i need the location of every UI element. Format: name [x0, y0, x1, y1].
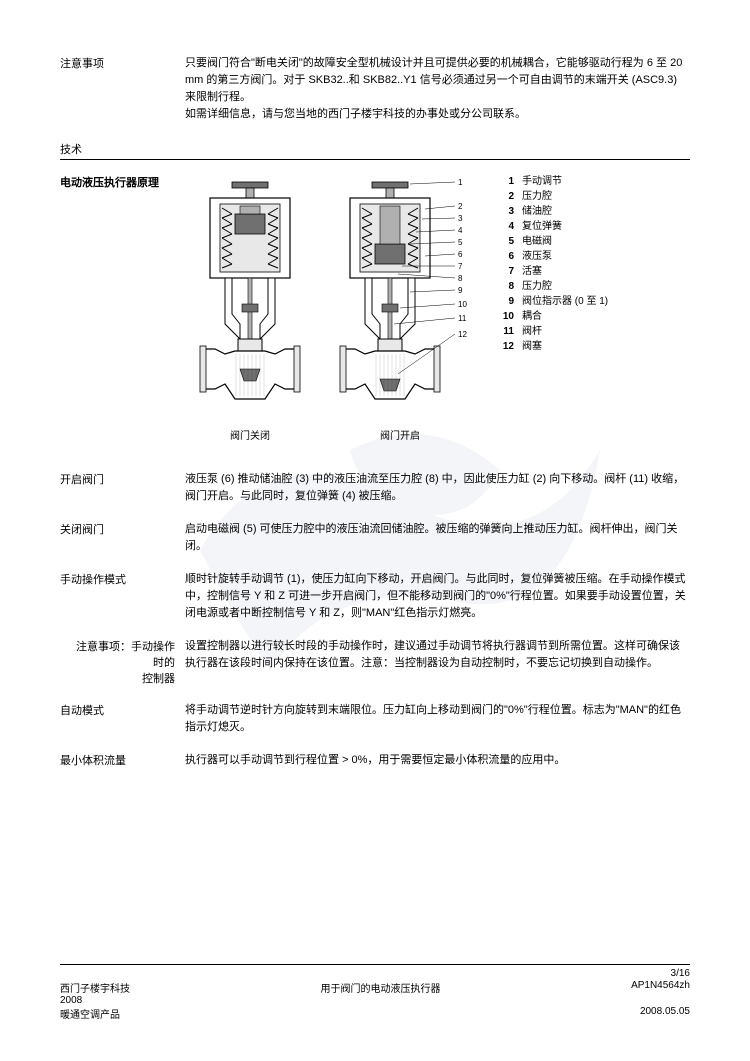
footer-right2: 2008.05.05 [640, 1006, 690, 1021]
section-row: 最小体积流量执行器可以手动调节到行程位置 > 0%，用于需要恒定最小体积流量的应… [60, 752, 690, 769]
open-caption: 阀门开启 [325, 429, 475, 445]
svg-text:3: 3 [458, 214, 463, 223]
section-label: 自动模式 [60, 702, 185, 736]
legend-list: 1手动调节2压力腔3储油腔4复位弹簧5电磁阀6液压泵7活塞8压力腔9阀位指示器 … [500, 174, 608, 354]
section-label: 注意事项：手动操作时的控制器 [60, 638, 185, 686]
section-text: 液压泵 (6) 推动储油腔 (3) 中的液压油流至压力腔 (8) 中，因此使压力… [185, 471, 690, 505]
closed-caption: 阀门关闭 [185, 429, 315, 445]
section-row: 开启阀门液压泵 (6) 推动储油腔 (3) 中的液压油流至压力腔 (8) 中，因… [60, 471, 690, 505]
section-label: 手动操作模式 [60, 571, 185, 622]
svg-text:7: 7 [458, 262, 463, 271]
svg-text:9: 9 [458, 286, 463, 295]
section-label: 关闭阀门 [60, 521, 185, 555]
tech-header: 技术 [60, 141, 690, 160]
section-text: 将手动调节逆时针方向旋转到末端限位。压力缸向上移动到阀门的"0%"行程位置。标志… [185, 702, 690, 736]
legend-item: 3储油腔 [500, 204, 608, 219]
svg-text:6: 6 [458, 250, 463, 259]
legend-item: 8压力腔 [500, 279, 608, 294]
svg-text:11: 11 [458, 314, 467, 323]
diagram-area: 阀门关闭 123456789101112 阀门开启 1手动调节2压力腔3储油腔4… [185, 174, 690, 445]
legend-item: 6液压泵 [500, 249, 608, 264]
notice-text: 只要阀门符合"断电关闭"的故障安全型机械设计并且可提供必要的机械耦合，它能够驱动… [185, 55, 690, 123]
legend-item: 4复位弹簧 [500, 219, 608, 234]
principle-row: 电动液压执行器原理 阀门关闭 123456789101112 阀门开启 1手动调… [60, 174, 690, 463]
section-text: 启动电磁阀 (5) 可使压力腔中的液压油流回储油腔。被压缩的弹簧向上推动压力缸。… [185, 521, 690, 555]
footer-right1: AP1N4564zh [631, 980, 690, 995]
svg-text:5: 5 [458, 238, 463, 247]
principle-label: 电动液压执行器原理 [60, 174, 185, 463]
section-text: 执行器可以手动调节到行程位置 > 0%，用于需要恒定最小体积流量的应用中。 [185, 752, 690, 769]
svg-text:4: 4 [458, 226, 463, 235]
legend-item: 5电磁阀 [500, 234, 608, 249]
page-number: 3/16 [60, 968, 690, 979]
svg-text:2: 2 [458, 202, 463, 211]
valve-closed-diagram: 阀门关闭 [185, 174, 315, 445]
section-row: 手动操作模式顺时针旋转手动调节 (1)，使压力缸向下移动，开启阀门。与此同时，复… [60, 571, 690, 622]
legend-item: 12阀塞 [500, 339, 608, 354]
svg-text:10: 10 [458, 300, 467, 309]
legend-item: 10耦合 [500, 309, 608, 324]
legend-item: 9阀位指示器 (0 至 1) [500, 294, 608, 309]
svg-text:8: 8 [458, 274, 463, 283]
svg-text:1: 1 [458, 178, 463, 187]
legend-item: 11阀杆 [500, 324, 608, 339]
svg-text:12: 12 [458, 330, 467, 339]
section-label: 最小体积流量 [60, 752, 185, 769]
legend-item: 2压力腔 [500, 189, 608, 204]
footer-left1: 西门子楼宇科技 [60, 980, 130, 995]
notice-label: 注意事项 [60, 55, 185, 123]
section-text: 设置控制器以进行较长时段的手动操作时，建议通过手动调节将执行器调节到所需位置。这… [185, 638, 690, 686]
footer-left3: 暖通空调产品 [60, 1006, 120, 1021]
section-row: 注意事项：手动操作时的控制器设置控制器以进行较长时段的手动操作时，建议通过手动调… [60, 638, 690, 686]
section-label: 开启阀门 [60, 471, 185, 505]
notice-row: 注意事项 只要阀门符合"断电关闭"的故障安全型机械设计并且可提供必要的机械耦合，… [60, 55, 690, 123]
footer-center: 用于阀门的电动液压执行器 [321, 980, 441, 995]
footer-left2: 2008 [60, 995, 82, 1006]
section-row: 关闭阀门启动电磁阀 (5) 可使压力腔中的液压油流回储油腔。被压缩的弹簧向上推动… [60, 521, 690, 555]
section-text: 顺时针旋转手动调节 (1)，使压力缸向下移动，开启阀门。与此同时，复位弹簧被压缩… [185, 571, 690, 622]
valve-open-diagram: 123456789101112 阀门开启 [325, 174, 475, 445]
legend-item: 1手动调节 [500, 174, 608, 189]
legend-item: 7活塞 [500, 264, 608, 279]
page-footer: 3/16 西门子楼宇科技 用于阀门的电动液压执行器 AP1N4564zh 200… [60, 964, 690, 1021]
section-row: 自动模式将手动调节逆时针方向旋转到末端限位。压力缸向上移动到阀门的"0%"行程位… [60, 702, 690, 736]
